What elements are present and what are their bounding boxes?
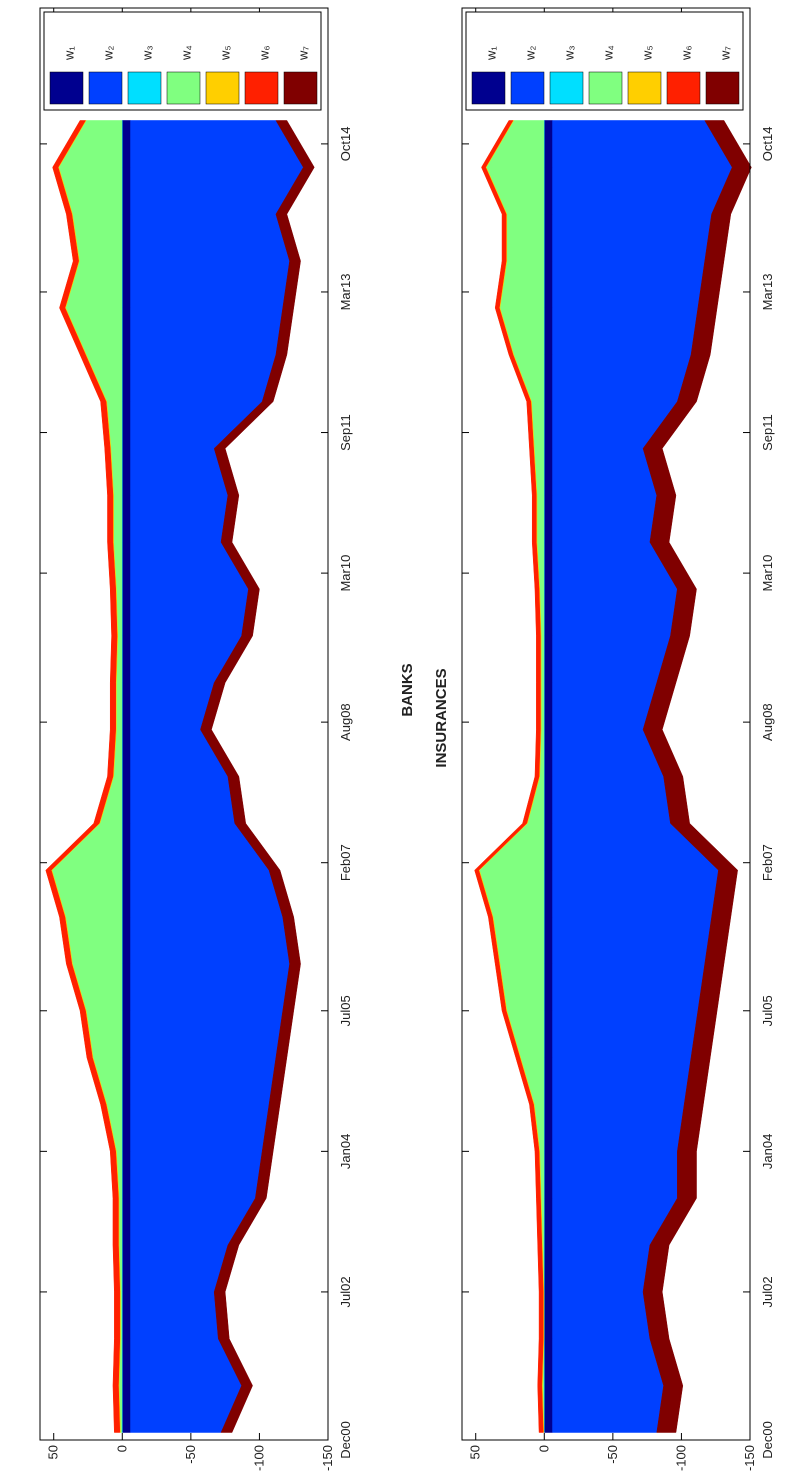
legend-swatch: [49, 71, 84, 105]
legend-swatch: [88, 71, 123, 105]
area: [544, 120, 553, 1433]
x-tick-label: Jan04: [338, 1134, 353, 1169]
x-tick-label: Mar13: [338, 274, 353, 311]
area: [474, 120, 544, 1433]
legend-label: w₇: [296, 46, 311, 61]
legend-swatch: [283, 71, 318, 105]
legend-label: w₁: [62, 46, 77, 61]
legend-label: w₅: [640, 45, 655, 61]
legend-label: w₇: [718, 46, 733, 61]
x-tick-label: Mar13: [760, 274, 775, 311]
legend-label: w₁: [484, 46, 499, 61]
chart-title: INSURANCES: [433, 668, 450, 767]
legend-swatch: [705, 71, 740, 105]
area: [200, 120, 315, 1433]
legend-swatch: [666, 71, 701, 105]
y-tick-label: 0: [114, 1445, 129, 1452]
x-tick-label: Oct14: [338, 127, 353, 162]
x-tick-label: Sep11: [760, 414, 775, 451]
x-tick-label: Jul02: [760, 1276, 775, 1307]
x-tick-label: Aug08: [760, 703, 775, 741]
legend-swatch: [205, 71, 240, 105]
x-tick-label: Oct14: [760, 127, 775, 162]
y-tick-label: -150: [742, 1445, 757, 1471]
legend-swatch: [549, 71, 584, 105]
y-tick-label: -100: [251, 1445, 266, 1471]
x-tick-label: Jul05: [760, 995, 775, 1026]
legend-label: w₃: [140, 45, 155, 61]
x-tick-label: Feb07: [760, 844, 775, 881]
y-tick-label: 0: [536, 1445, 551, 1452]
chart: -150 -100 -50 0 50 Dec00 Jul02 Jan04 Jul05 Feb07 A…: [39, 7, 353, 1471]
legend-label: w₃: [562, 45, 577, 61]
x-tick-label: Jul02: [338, 1276, 353, 1307]
x-tick-label: Feb07: [338, 844, 353, 881]
y-tick-label: -50: [605, 1445, 620, 1464]
legend-swatch: [166, 71, 201, 105]
legend-label: w₄: [601, 45, 616, 61]
chart: -150 -100 -50 0 50 Dec00 Jul02 Jan04 Jul05 Feb07 A…: [461, 7, 775, 1471]
x-tick-label: Aug08: [338, 703, 353, 741]
x-tick-label: Jul05: [338, 995, 353, 1026]
y-tick-label: 50: [46, 1445, 61, 1459]
plot-frame: [39, 7, 329, 1441]
area: [45, 120, 121, 1433]
y-tick-label: -50: [183, 1445, 198, 1464]
x-tick-label: Jan04: [760, 1134, 775, 1169]
legend-swatch: [471, 71, 506, 105]
legend-swatch: [127, 71, 162, 105]
legend-swatch: [510, 71, 545, 105]
legend-swatch: [627, 71, 662, 105]
legend-label: w₂: [101, 46, 116, 61]
legend-swatch: [588, 71, 623, 105]
x-tick-label: Dec00: [338, 1421, 353, 1459]
x-tick-label: Sep11: [338, 414, 353, 451]
x-tick-label: Mar10: [760, 555, 775, 592]
plot-frame: [461, 7, 751, 1441]
y-tick-label: 50: [468, 1445, 483, 1459]
area: [642, 120, 752, 1433]
legend-label: w₄: [179, 45, 194, 61]
area: [122, 120, 131, 1433]
legend-label: w₂: [523, 46, 538, 61]
legend-label: w₅: [218, 45, 233, 61]
chart-title: BANKS: [399, 663, 416, 716]
legend-label: w₆: [679, 45, 694, 61]
y-tick-label: -150: [320, 1445, 335, 1471]
x-tick-label: Mar10: [338, 555, 353, 592]
x-tick-label: Dec00: [760, 1421, 775, 1459]
y-tick-label: -100: [673, 1445, 688, 1471]
legend-swatch: [244, 71, 279, 105]
legend-label: w₆: [257, 45, 272, 61]
